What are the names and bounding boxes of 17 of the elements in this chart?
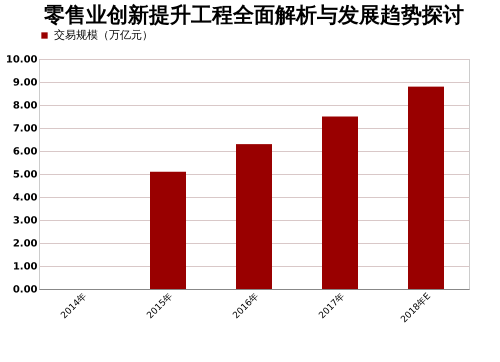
- y-tick-label: 10.00: [6, 54, 38, 66]
- y-tick-label: 7.00: [12, 124, 38, 134]
- y-tick-label: 3.00: [12, 216, 38, 226]
- y-tick-label: 9.00: [12, 78, 38, 88]
- y-tick-label: 0.00: [12, 284, 38, 296]
- y-tick-label: 4.00: [12, 192, 38, 204]
- y-tick-label: 8.00: [12, 100, 38, 112]
- y-tick-label: 2.00: [12, 238, 38, 250]
- chart-title: 零售业创新提升工程全面解析与发展趋势探讨: [44, 3, 464, 27]
- legend-label: 交易规模（万亿元）: [54, 28, 153, 42]
- y-tick-label: 5.00: [12, 170, 38, 180]
- bar: [236, 144, 272, 289]
- bar: [150, 172, 186, 289]
- bar: [322, 116, 358, 289]
- bar: [408, 86, 444, 289]
- y-tick-label: 6.00: [12, 146, 38, 158]
- y-tick-label: 1.00: [12, 262, 38, 272]
